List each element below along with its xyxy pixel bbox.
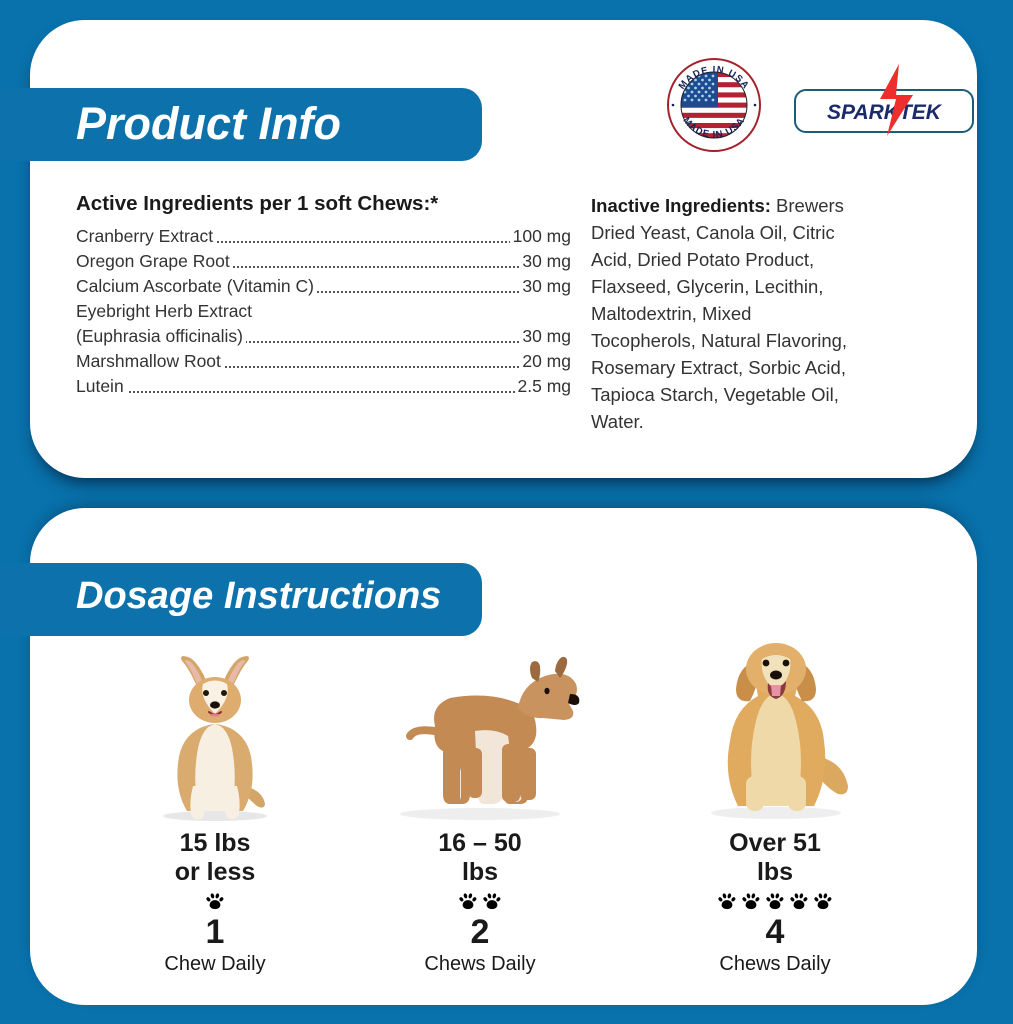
svg-text:SPARKTEK: SPARKTEK: [827, 101, 943, 124]
